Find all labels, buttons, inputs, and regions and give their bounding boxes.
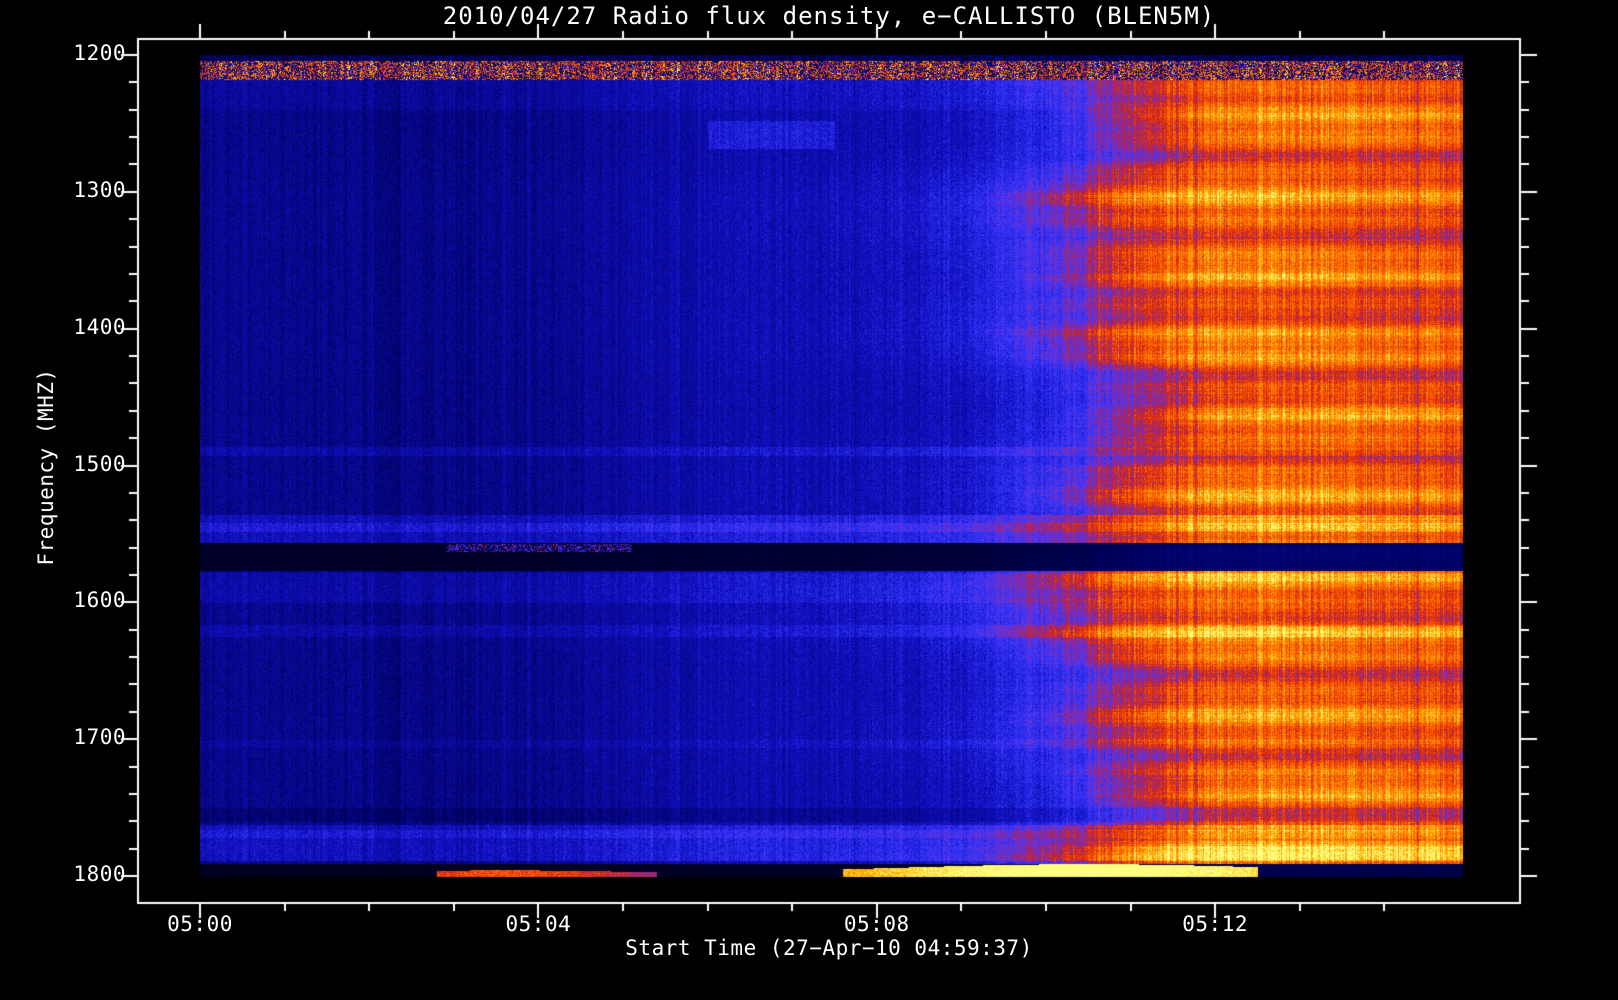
y-tick-label: 1700 (73, 725, 126, 750)
y-tick-label: 1600 (73, 588, 126, 613)
chart-title: 2010/04/27 Radio flux density, e−CALLIST… (442, 2, 1216, 30)
y-tick-label: 1800 (73, 862, 126, 886)
y-tick-label: 1400 (73, 314, 126, 339)
y-tick-label: 1500 (73, 451, 126, 476)
x-tick-label: 05:12 (1182, 912, 1248, 936)
x-tick-label: 05:00 (167, 912, 233, 936)
y-tick-label: 1300 (73, 177, 126, 202)
x-tick-label: 05:08 (843, 912, 910, 936)
x-axis-label: Start Time (27−Apr−10 04:59:37) (625, 936, 1033, 960)
y-tick-label: 1200 (73, 41, 126, 65)
x-tick-label: 05:04 (505, 912, 572, 936)
